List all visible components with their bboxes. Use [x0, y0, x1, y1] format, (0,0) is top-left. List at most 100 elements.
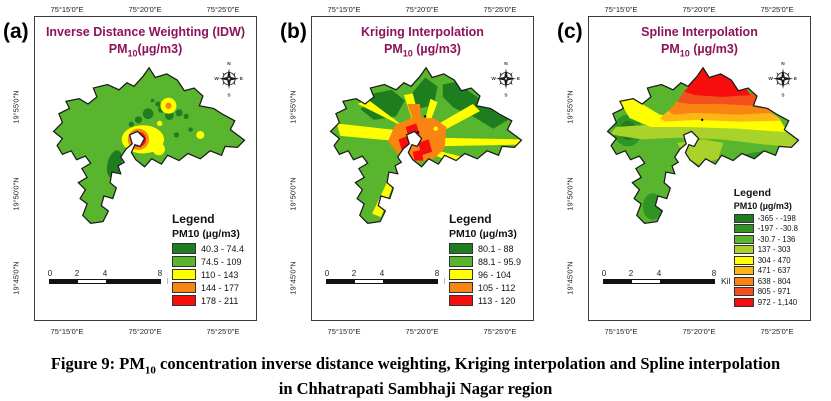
- legend-item: 805 - 971: [733, 287, 798, 296]
- caption-line2: in Chhatrapati Sambhaji Nagar region: [278, 379, 553, 399]
- svg-text:N: N: [504, 61, 508, 67]
- x-tick-bottom: 75°15'0"E: [327, 327, 361, 336]
- legend: Legend PM10 (µg/m3) 80.1 - 88 88.1 - 95.…: [444, 210, 525, 310]
- svg-text:W: W: [214, 76, 219, 82]
- legend-item: 105 - 112: [448, 282, 521, 293]
- legend-swatch: [733, 224, 754, 233]
- legend-swatch: [171, 243, 196, 254]
- legend-item: -197 - -30.8: [733, 224, 798, 233]
- y-tick-left: 19°45'0"N: [565, 261, 575, 295]
- caption-line1: Figure 9: PM10 concentration inverse dis…: [50, 354, 781, 377]
- map-title: Spline Interpolation PM10 (µg/m3): [589, 24, 810, 60]
- legend-item: 40.3 - 74.4: [171, 243, 244, 254]
- scale-bar-rule: [326, 279, 438, 284]
- y-tick-left: 19°50'0"N: [565, 177, 575, 211]
- legend-item: -365 - -198: [733, 213, 798, 223]
- x-tick-top: 75°20'0"E: [128, 5, 162, 14]
- compass-rose-icon: N E S W: [768, 61, 797, 97]
- x-tick-top: 75°25'0"E: [760, 5, 794, 14]
- x-tick-bottom: 75°15'0"E: [50, 327, 84, 336]
- legend-item: 74.5 - 109: [171, 256, 244, 267]
- x-tick-bottom: 75°20'0"E: [682, 327, 716, 336]
- map-frame: Inverse Distance Weighting (IDW) PM10(µg…: [34, 16, 257, 321]
- x-tick-bottom: 75°15'0"E: [604, 327, 638, 336]
- panel-label: (c): [557, 20, 583, 43]
- panel-label: (a): [3, 20, 29, 43]
- x-tick-top: 75°15'0"E: [50, 5, 84, 14]
- legend-swatch: [171, 256, 196, 267]
- legend-item: 178 - 211: [171, 295, 244, 306]
- legend-swatch: [733, 297, 754, 307]
- x-tick-top: 75°15'0"E: [327, 5, 361, 14]
- x-tick-top: 75°25'0"E: [206, 5, 240, 14]
- scale-bar: 0 2 4 8 Kilometers: [324, 269, 484, 286]
- legend-item: 110 - 143: [171, 269, 244, 280]
- svg-text:N: N: [227, 61, 231, 67]
- map-title-line2: PM10(µg/m3): [108, 41, 183, 59]
- x-tick-top: 75°25'0"E: [483, 5, 517, 14]
- legend-title: Legend: [733, 186, 772, 199]
- legend-swatch: [171, 295, 196, 306]
- map-title-line2: PM10 (µg/m3): [384, 41, 461, 59]
- map-title-line1: Kriging Interpolation: [361, 25, 484, 39]
- map-title-line1: Inverse Distance Weighting (IDW): [45, 25, 246, 39]
- y-tick-left: 19°45'0"N: [11, 261, 21, 295]
- svg-text:S: S: [504, 92, 507, 97]
- x-tick-top: 75°15'0"E: [604, 5, 638, 14]
- scale-bar: 0 2 4 8 Kilometers: [47, 269, 207, 286]
- legend-title: Legend: [171, 212, 215, 226]
- y-tick-left: 19°55'0"N: [11, 90, 21, 124]
- figure-panels: (a) 75°15'0"E 75°20'0"E 75°25'0"E 75°15'…: [0, 0, 811, 345]
- legend-swatch: [448, 269, 473, 280]
- legend-swatch: [733, 255, 754, 265]
- svg-text:S: S: [227, 92, 230, 97]
- x-tick-bottom: 75°20'0"E: [128, 327, 162, 336]
- legend-item: 96 - 104: [448, 269, 521, 280]
- legend-item: 80.1 - 88: [448, 243, 521, 254]
- y-tick-left: 19°50'0"N: [288, 177, 298, 211]
- y-tick-left: 19°50'0"N: [11, 177, 21, 211]
- map-title: Inverse Distance Weighting (IDW) PM10(µg…: [35, 24, 256, 60]
- scale-bar-labels: 0 2 4 8: [324, 269, 440, 278]
- legend-item: 471 - 637: [733, 266, 798, 275]
- legend-subtitle: PM10 (µg/m3): [733, 200, 792, 211]
- legend-item: 137 - 303: [733, 245, 798, 254]
- legend-swatch: [733, 276, 754, 286]
- svg-text:W: W: [768, 76, 773, 82]
- legend-item: 144 - 177: [171, 282, 244, 293]
- scale-bar-rule: [49, 279, 161, 284]
- x-tick-top: 75°20'0"E: [405, 5, 439, 14]
- legend-swatch: [448, 243, 473, 254]
- legend-swatch: [171, 282, 196, 293]
- y-tick-left: 19°55'0"N: [565, 90, 575, 124]
- legend-subtitle: PM10 (µg/m3): [448, 228, 517, 240]
- x-tick-bottom: 75°25'0"E: [760, 327, 794, 336]
- legend-item: 638 - 804: [733, 276, 798, 286]
- legend-swatch: [733, 266, 754, 275]
- legend-swatch: [448, 282, 473, 293]
- svg-text:N: N: [781, 61, 785, 67]
- legend-title: Legend: [448, 212, 492, 226]
- map-frame: Spline Interpolation PM10 (µg/m3) N E S …: [588, 16, 811, 321]
- x-tick-bottom: 75°20'0"E: [405, 327, 439, 336]
- map-frame: Kriging Interpolation PM10 (µg/m3) N E S…: [311, 16, 534, 321]
- panel-idw: (a) 75°15'0"E 75°20'0"E 75°25'0"E 75°15'…: [0, 0, 277, 345]
- y-tick-left: 19°45'0"N: [288, 261, 298, 295]
- legend-item: -30.7 - 136: [733, 234, 798, 244]
- legend-item: 304 - 470: [733, 255, 798, 265]
- scale-bar-labels: 0 2 4 8: [47, 269, 163, 278]
- legend-swatch: [171, 269, 196, 280]
- legend-swatch: [733, 245, 754, 254]
- svg-text:E: E: [517, 76, 520, 82]
- svg-text:S: S: [781, 92, 784, 97]
- x-tick-bottom: 75°25'0"E: [483, 327, 517, 336]
- legend-swatch: [733, 287, 754, 296]
- legend-swatch: [448, 295, 473, 306]
- y-tick-left: 19°55'0"N: [288, 90, 298, 124]
- svg-text:E: E: [240, 76, 243, 82]
- svg-text:W: W: [491, 76, 496, 82]
- compass-rose-icon: N E S W: [214, 61, 243, 97]
- map-title: Kriging Interpolation PM10 (µg/m3): [312, 24, 533, 60]
- legend: Legend PM10 (µg/m3) 40.3 - 74.4 74.5 - 1…: [167, 210, 248, 310]
- compass-rose-icon: N E S W: [491, 61, 520, 97]
